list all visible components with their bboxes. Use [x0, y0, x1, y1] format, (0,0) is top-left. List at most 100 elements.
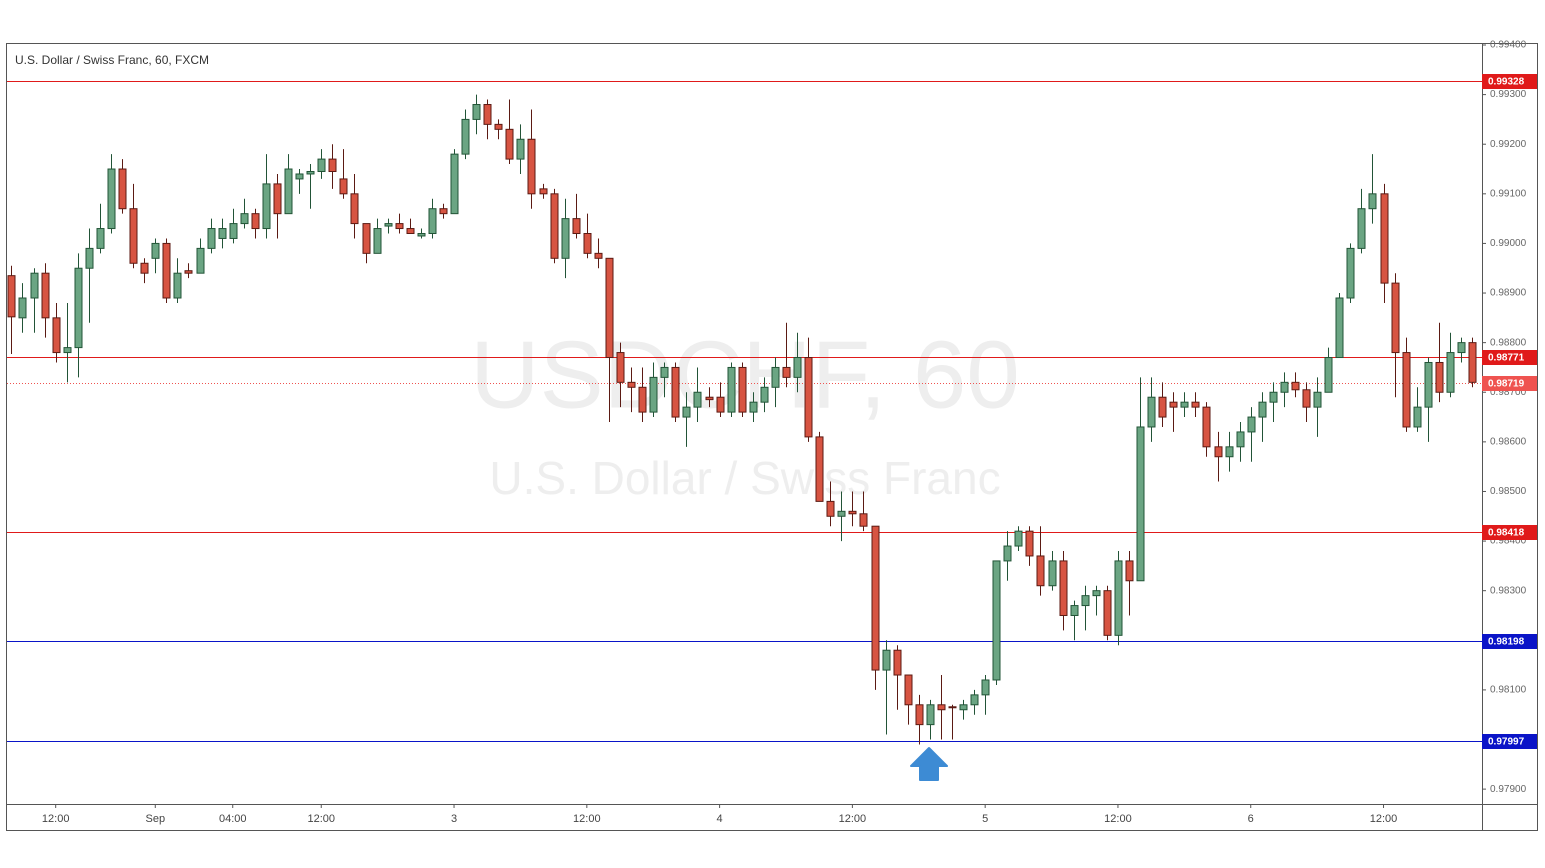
candle-body: [937, 704, 946, 711]
candle-body: [527, 138, 536, 195]
candle-body: [140, 262, 149, 274]
y-tick-label: 0.99400: [1490, 40, 1527, 51]
candle-body: [616, 352, 625, 383]
candle-body: [893, 649, 902, 676]
candle-body: [162, 242, 171, 299]
candle-body: [461, 118, 470, 155]
x-tick-label: 6: [1248, 813, 1254, 825]
candle-body: [627, 381, 636, 388]
candle-body: [1169, 401, 1178, 408]
candle-body: [18, 297, 27, 319]
candle-body: [516, 138, 525, 160]
candle-body: [1103, 590, 1112, 636]
candle-body: [837, 510, 846, 517]
x-tick-label: 12:00: [1370, 813, 1398, 825]
candle-body: [1003, 545, 1012, 562]
level-label: 0.98418: [1488, 528, 1525, 539]
candle-body: [1435, 361, 1444, 393]
candle-body: [1092, 590, 1101, 597]
y-tick-label: 0.98400: [1490, 536, 1527, 547]
candle-body: [1081, 595, 1090, 607]
candle-body: [196, 247, 205, 274]
level-label-box: [1482, 350, 1537, 365]
candle-body: [85, 247, 94, 269]
candle-body: [41, 272, 50, 319]
candle-body: [948, 706, 957, 709]
candle-body: [494, 123, 503, 130]
candle-body: [1368, 193, 1377, 210]
candle-body: [981, 679, 990, 696]
candle-body: [129, 208, 138, 264]
candle-body: [716, 396, 725, 413]
candle-body: [605, 257, 614, 359]
candle-body: [240, 213, 249, 225]
candle-body: [815, 436, 824, 502]
level-label: 0.98719: [1488, 379, 1525, 390]
candle-body: [450, 153, 459, 215]
y-tick-label: 0.98500: [1490, 486, 1527, 497]
candle-body: [1158, 396, 1167, 418]
candle-body: [1258, 401, 1267, 418]
candle-body: [1048, 560, 1057, 587]
candle-body: [1313, 391, 1322, 408]
candle-body: [1236, 431, 1245, 448]
candle-body: [1125, 560, 1134, 582]
watermark-name: U.S. Dollar / Swiss Franc: [489, 452, 1000, 504]
candle-body: [317, 158, 326, 172]
candle-body: [693, 391, 702, 408]
candle-body: [207, 228, 216, 249]
y-tick-label: 0.98700: [1490, 387, 1527, 398]
level-label: 0.98771: [1488, 353, 1525, 364]
candle-body: [306, 170, 315, 175]
candle-body: [1191, 401, 1200, 408]
candle-body: [52, 317, 61, 354]
candle-body: [782, 366, 791, 378]
level-label: 0.98198: [1488, 637, 1525, 648]
candle-body: [926, 704, 935, 726]
candle-body: [107, 168, 116, 230]
candle-body: [904, 674, 913, 706]
y-tick-label: 0.99200: [1490, 139, 1527, 150]
candle-body: [328, 158, 337, 172]
candle-body: [561, 218, 570, 259]
candle-body: [572, 218, 581, 235]
x-tick-label: 12:00: [1104, 813, 1132, 825]
candle-body: [273, 183, 282, 215]
candle-body: [406, 228, 415, 235]
y-tick-label: 0.98900: [1490, 288, 1527, 299]
candle-body: [1136, 426, 1145, 582]
candle-body: [1269, 391, 1278, 403]
candle-body: [682, 406, 691, 418]
candle-body: [1147, 396, 1156, 428]
candle-body: [1014, 530, 1023, 547]
level-label-box: [1482, 734, 1537, 749]
candle-body: [1070, 605, 1079, 616]
candle-body: [1247, 416, 1256, 433]
x-tick-label: 04:00: [219, 813, 247, 825]
y-tick-label: 0.98100: [1490, 685, 1527, 696]
candle-body: [251, 213, 260, 230]
candle-body: [871, 525, 880, 671]
x-tick-label: 3: [451, 813, 457, 825]
candle-body: [1380, 193, 1389, 284]
candle-body: [1114, 560, 1123, 636]
candle-body: [1424, 361, 1433, 408]
candle-body: [1280, 381, 1289, 393]
candle-body: [749, 401, 758, 413]
candle-body: [384, 223, 393, 227]
candle-body: [483, 104, 492, 125]
candle-body: [184, 270, 193, 274]
candle-body: [118, 168, 127, 210]
candle-body: [151, 242, 160, 259]
candle-body: [638, 386, 647, 413]
level-label-box: [1482, 634, 1537, 649]
x-tick-label: 5: [982, 813, 988, 825]
y-tick-label: 0.98300: [1490, 585, 1527, 596]
candle-body: [63, 347, 72, 354]
chart-title: U.S. Dollar / Swiss Franc, 60, FXCM: [15, 53, 209, 67]
candle-body: [859, 513, 868, 527]
candle-body: [738, 366, 747, 413]
candle-body: [915, 704, 924, 726]
